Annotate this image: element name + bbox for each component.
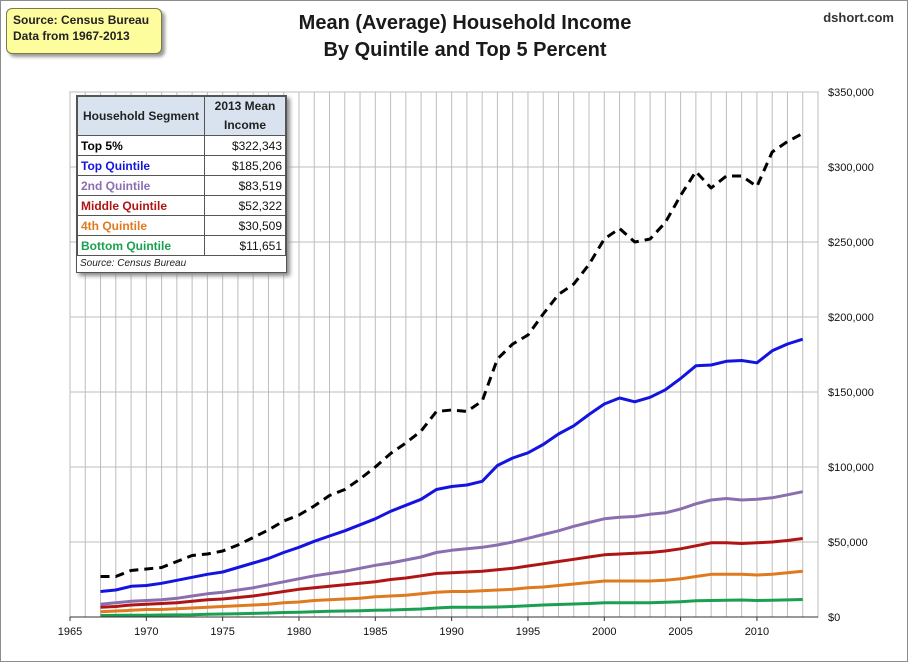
x-tick-label: 1970 [134,626,158,638]
axes: 1965 1970 1975 1980 1985 1990 1995 2000 2005 2010… [58,87,874,638]
y-tick-label: $350,000 [828,87,874,99]
legend-header-income: 2013 Mean Income [204,96,286,136]
x-tick-label: 1995 [516,626,540,638]
legend-row-value: $11,651 [204,235,286,256]
series-line-bottom-quintile [100,598,803,617]
y-tick-label: $200,000 [828,312,874,324]
x-tick-label: 2000 [592,626,616,638]
legend-row: Middle Quintile $52,322 [77,195,286,216]
legend-row: Top Quintile $185,206 [77,155,286,176]
legend-row-name: Middle Quintile [77,195,205,216]
legend-row: 4th Quintile $30,509 [77,215,286,236]
series-lines [100,132,804,617]
series-line-middle-quintile [100,537,803,609]
legend-row-value: $83,519 [204,175,286,196]
legend-header-segment: Household Segment [77,96,205,136]
y-tick-label: $250,000 [828,237,874,249]
x-tick-label: 2010 [745,626,769,638]
x-tick-label: 2005 [668,626,692,638]
x-tick-label: 1965 [58,626,82,638]
legend-row: Bottom Quintile $11,651 [77,235,286,256]
legend-row-value: $185,206 [204,155,286,176]
chart-title-line-2: By Quintile and Top 5 Percent [323,39,607,61]
data-range-line: Data from 1967-2013 [13,29,130,43]
legend-table: Household Segment 2013 Mean Income Top 5… [76,95,287,273]
source-line: Source: Census Bureau [13,13,150,27]
legend-row: 2nd Quintile $83,519 [77,175,286,196]
site-watermark: dshort.com [823,10,894,25]
y-tick-label: $100,000 [828,462,874,474]
y-tick-label: $150,000 [828,387,874,399]
legend-row-name: 2nd Quintile [77,175,205,196]
y-tick-label: $0 [828,612,840,624]
legend-row-name: Top 5% [77,135,205,156]
x-tick-label: 1980 [287,626,311,638]
legend-row: Top 5% $322,343 [77,135,286,156]
legend-row-name: Top Quintile [77,155,205,176]
legend-source-note: Source: Census Bureau [80,258,187,269]
x-tick-label: 1985 [363,626,387,638]
legend-row-name: 4th Quintile [77,215,205,236]
y-tick-label: $300,000 [828,162,874,174]
x-tick-label: 1975 [210,626,234,638]
x-tick-label: 1990 [439,626,463,638]
legend-row-name: Bottom Quintile [77,235,205,256]
source-note-box: Source: Census Bureau Data from 1967-201… [6,8,162,54]
chart-title: Mean (Average) Household Income By Quint… [200,10,730,64]
series-line-4th-quintile [100,569,803,614]
legend-row-value: $322,343 [204,135,286,156]
y-tick-label: $50,000 [828,537,868,549]
chart-title-line-1: Mean (Average) Household Income [298,12,632,34]
series-line-top-5- [100,132,804,578]
legend-row-value: $30,509 [204,215,286,236]
legend-row-value: $52,322 [204,195,286,216]
series-line-top-quintile [100,337,804,593]
series-line-2nd-quintile [100,490,803,606]
